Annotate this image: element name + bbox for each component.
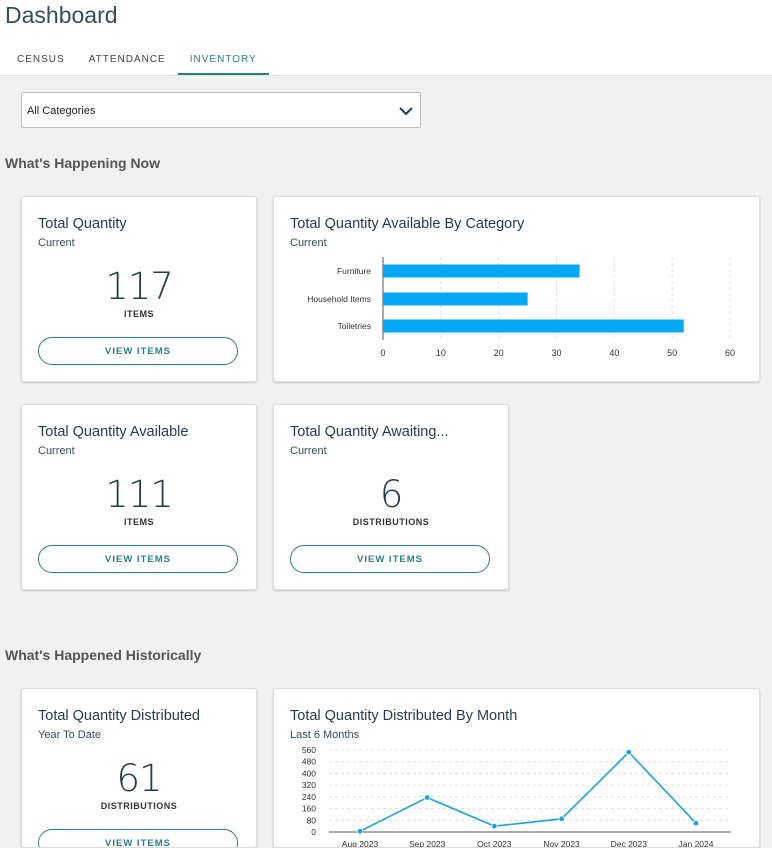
y-tick-label: 400 bbox=[302, 768, 316, 778]
data-point bbox=[625, 748, 632, 756]
category-select[interactable]: All Categories bbox=[21, 92, 421, 128]
bar bbox=[383, 319, 684, 333]
section-title-historic: What's Happened Historically bbox=[5, 647, 202, 663]
card-quantity-by-category: Total Quantity Available By Category Cur… bbox=[273, 196, 760, 382]
bar-chart: 0 10 20 30 40 50 60 Furniture Household Items Toi… bbox=[307, 257, 735, 358]
card-subtitle: Current bbox=[38, 237, 75, 249]
y-tick-label: 560 bbox=[302, 745, 316, 755]
x-tick-label: 10 bbox=[436, 348, 446, 358]
x-tick-label: Dec 2023 bbox=[611, 839, 648, 848]
view-items-button[interactable]: VIEW ITEMS bbox=[290, 545, 490, 573]
series-line bbox=[359, 751, 697, 832]
category-select-value: All Categories bbox=[27, 105, 96, 117]
x-tick-label: 0 bbox=[380, 348, 385, 358]
metric-unit: DISTRIBUTIONS bbox=[100, 801, 178, 811]
y-tick-label: 320 bbox=[302, 780, 316, 790]
card-subtitle: Last 6 Months bbox=[290, 729, 360, 741]
x-tick-label: Jan 2024 bbox=[679, 839, 714, 848]
x-tick-label: 20 bbox=[494, 348, 504, 358]
view-items-button[interactable]: VIEW ITEMS bbox=[38, 337, 238, 365]
x-tick-label: Oct 2023 bbox=[477, 839, 512, 848]
view-items-button[interactable]: VIEW ITEMS bbox=[38, 829, 238, 847]
tab-census[interactable]: CENSUS bbox=[17, 54, 65, 65]
metric-value: 6 bbox=[379, 473, 404, 516]
tab-inventory[interactable]: INVENTORY bbox=[177, 48, 269, 75]
x-tick-label: Sep 2023 bbox=[409, 839, 446, 848]
card-subtitle: Current bbox=[38, 445, 75, 457]
x-tick-label: Aug 2023 bbox=[342, 839, 379, 848]
metric-value: 61 bbox=[116, 757, 162, 800]
bar bbox=[383, 264, 580, 278]
metric-value: 117 bbox=[105, 265, 174, 308]
y-tick-label: 80 bbox=[307, 815, 317, 825]
header: Dashboard CENSUS ATTENDANCE INVENTORY bbox=[0, 0, 772, 76]
tab-bar: CENSUS ATTENDANCE INVENTORY bbox=[5, 48, 269, 75]
metric-unit: DISTRIBUTIONS bbox=[352, 517, 430, 527]
x-tick-label: Nov 2023 bbox=[543, 839, 580, 848]
page-title: Dashboard bbox=[5, 2, 118, 28]
y-tick-label: Household Items bbox=[307, 294, 371, 304]
card-subtitle: Current bbox=[290, 237, 327, 249]
data-point bbox=[423, 794, 431, 801]
data-point bbox=[558, 815, 565, 823]
card-title: Total Quantity Distributed bbox=[38, 708, 200, 724]
chevron-down-icon bbox=[399, 107, 413, 116]
metric-unit: ITEMS bbox=[123, 517, 154, 527]
card-total-awaiting: Total Quantity Awaiting... Current 6 DIS… bbox=[273, 404, 509, 590]
card-total-quantity: Total Quantity Current 117 ITEMS VIEW IT… bbox=[21, 196, 257, 382]
card-total-available: Total Quantity Available Current 111 ITE… bbox=[21, 404, 257, 590]
card-title: Total Quantity Distributed By Month bbox=[290, 708, 518, 724]
card-distributed-by-month: Total Quantity Distributed By Month Last… bbox=[273, 688, 760, 848]
metric-unit: ITEMS bbox=[123, 309, 154, 319]
y-tick-label: 160 bbox=[302, 804, 316, 814]
card-subtitle: Current bbox=[290, 445, 327, 457]
y-tick-label: 480 bbox=[302, 757, 316, 767]
section-title-now: What's Happening Now bbox=[5, 155, 160, 171]
card-title: Total Quantity Available By Category bbox=[290, 216, 525, 232]
y-tick-label: Toiletries bbox=[337, 321, 371, 331]
y-tick-label: 240 bbox=[302, 792, 316, 802]
y-tick-label: 0 bbox=[311, 827, 316, 837]
card-title: Total Quantity Available bbox=[38, 424, 189, 440]
data-point bbox=[692, 820, 700, 827]
x-tick-label: 40 bbox=[609, 348, 619, 358]
tab-attendance[interactable]: ATTENDANCE bbox=[88, 54, 166, 65]
bar bbox=[383, 292, 528, 306]
x-tick-label: 60 bbox=[725, 348, 735, 358]
card-title: Total Quantity Awaiting... bbox=[290, 424, 449, 440]
data-point bbox=[356, 828, 364, 835]
card-total-distributed: Total Quantity Distributed Year To Date … bbox=[21, 688, 257, 848]
card-subtitle: Year To Date bbox=[38, 729, 101, 741]
y-tick-label: Furniture bbox=[337, 266, 371, 276]
x-tick-label: 50 bbox=[667, 348, 677, 358]
x-tick-label: 30 bbox=[551, 348, 561, 358]
data-point bbox=[491, 822, 498, 830]
metric-value: 111 bbox=[105, 473, 174, 516]
view-items-button[interactable]: VIEW ITEMS bbox=[38, 545, 238, 573]
card-title: Total Quantity bbox=[38, 216, 127, 232]
